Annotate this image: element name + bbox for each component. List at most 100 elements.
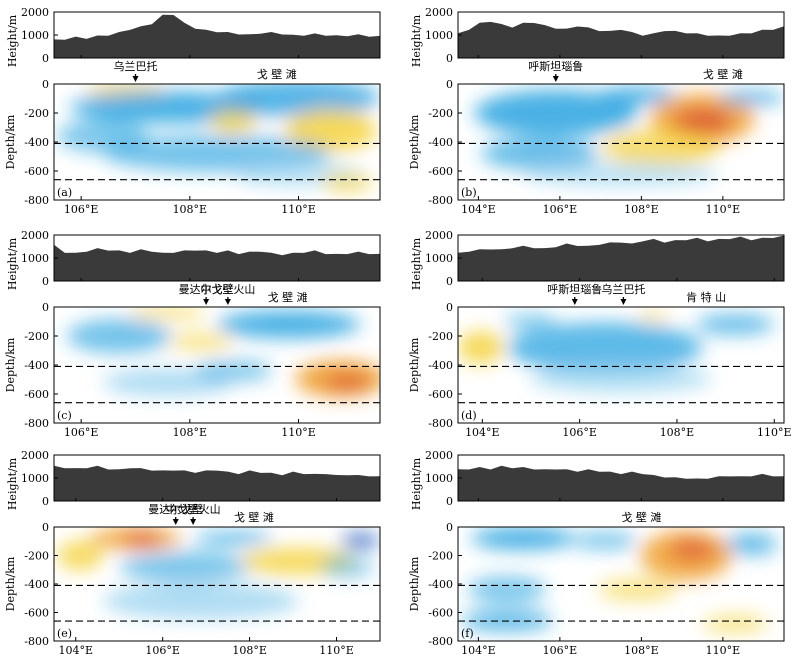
anomaly-blob [598, 86, 677, 105]
panel-3: 2000 1000 0 0 -200 -400 -600 -800 Height/m Depth/… [4, 229, 381, 439]
velocity-anomaly-map [54, 527, 380, 641]
location-annotation: 中戈壁火山 [166, 502, 221, 516]
location-arrow-head [203, 299, 210, 305]
location-arrow-head [190, 519, 197, 525]
anomaly-blob [458, 331, 504, 364]
height-tick-label: 0 [446, 52, 453, 65]
depth-tick-label: 0 [446, 521, 453, 534]
anomaly-blob [285, 109, 377, 152]
topography-profile [458, 235, 784, 281]
height-tick-label: 1000 [21, 29, 49, 42]
anomaly-blob [210, 109, 257, 133]
anomaly-blob [572, 531, 638, 550]
depth-tick-label: -400 [24, 578, 49, 591]
depth-axis-title: Depth/km [4, 556, 17, 611]
depth-tick-label: -800 [428, 635, 453, 648]
depth-tick-label: 0 [42, 521, 49, 534]
height-axis-title: Height/m [410, 14, 423, 67]
location-annotation: 曼达尔戈壁 [179, 282, 234, 296]
location-arrow-head [224, 299, 231, 305]
anomaly-blob [506, 322, 703, 374]
anomaly-blob [57, 540, 103, 571]
depth-tick-label: -400 [428, 359, 453, 372]
depth-axis-title: Depth/km [408, 337, 421, 392]
height-tick-label: 2000 [21, 449, 49, 462]
longitude-tick-label: 104°E [465, 426, 500, 439]
location-annotation: 中戈壁火山 [200, 282, 255, 296]
location-arrow-head [571, 299, 578, 305]
region-annotation: 戈 壁 滩 [268, 290, 308, 304]
location-arrow-head [552, 76, 559, 82]
panel-label: (c) [57, 409, 72, 422]
longitude-tick-label: 110°E [757, 426, 792, 439]
height-tick-label: 2000 [425, 229, 453, 242]
panel-label: (b) [461, 186, 477, 199]
depth-tick-label: -800 [24, 635, 49, 648]
location-annotation: 曼达尔戈壁 [148, 502, 203, 516]
anomaly-blob [695, 313, 775, 335]
depth-tick-label: -600 [24, 607, 49, 620]
anomaly-blob [194, 359, 273, 383]
anomaly-blob [702, 614, 768, 634]
topography-profile [54, 14, 380, 59]
longitude-tick-label: 104°E [461, 644, 496, 657]
height-tick-label: 2000 [425, 449, 453, 462]
anomaly-blob [340, 533, 380, 548]
velocity-anomaly-map [54, 307, 380, 423]
depth-axis-title: Depth/km [408, 114, 421, 169]
depth-tick-label: -200 [24, 330, 49, 343]
location-arrow-head [172, 519, 179, 525]
depth-axis-title: Depth/km [4, 114, 17, 169]
depth-tick-label: -400 [428, 136, 453, 149]
panel-6: 2000 1000 0 0 -200 -400 -600 -800 Height/m Depth/… [408, 449, 785, 657]
height-tick-label: 0 [446, 275, 453, 288]
depth-tick-label: -800 [24, 194, 49, 207]
panel-5: 2000 1000 0 0 -200 -400 -600 -800 Height/m Depth/… [4, 449, 381, 657]
longitude-tick-label: 108°E [232, 644, 267, 657]
location-arrow-head [620, 299, 627, 305]
velocity-anomaly-map [458, 84, 784, 200]
anomaly-blob [67, 318, 172, 354]
topography-profile [458, 21, 784, 58]
anomaly-blob [601, 129, 719, 167]
anomaly-blob [217, 84, 380, 117]
region-annotation: 戈 壁 滩 [234, 510, 274, 524]
anomaly-blob [669, 538, 716, 562]
depth-tick-label: -600 [428, 607, 453, 620]
region-annotation: 戈 壁 滩 [621, 510, 661, 524]
height-tick-label: 2000 [425, 6, 453, 19]
anomaly-blob [673, 107, 732, 136]
anomaly-blob [194, 531, 273, 546]
anomaly-blob [503, 313, 556, 328]
longitude-tick-label: 108°E [173, 426, 208, 439]
anomaly-blob [598, 578, 677, 602]
height-axis-title: Height/m [410, 457, 423, 510]
panel-2: 2000 1000 0 0 -200 -400 -600 -800 Height/m Depth/… [408, 6, 785, 216]
longitude-tick-label: 110°E [281, 203, 316, 216]
depth-tick-label: -800 [428, 194, 453, 207]
depth-tick-label: 0 [446, 301, 453, 314]
longitude-tick-label: 106°E [145, 644, 180, 657]
panel-label: (e) [57, 627, 72, 640]
topography-profile [54, 244, 380, 281]
topography-profile [458, 465, 784, 501]
depth-tick-label: -400 [24, 136, 49, 149]
height-axis-title: Height/m [6, 14, 19, 67]
anomaly-blob [217, 310, 361, 339]
height-tick-label: 0 [446, 495, 453, 508]
depth-tick-label: -600 [24, 165, 49, 178]
depth-axis-title: Depth/km [4, 337, 17, 392]
anomaly-blob [321, 555, 374, 579]
panel-4: 2000 1000 0 0 -200 -400 -600 -800 Height/m Depth/… [408, 229, 792, 439]
longitude-tick-label: 110°E [319, 644, 354, 657]
location-arrow-head [132, 76, 139, 82]
anomaly-blob [480, 137, 599, 170]
anomaly-blob [324, 373, 371, 392]
anomaly-blob [102, 135, 332, 173]
height-tick-label: 1000 [21, 252, 49, 265]
height-tick-label: 0 [42, 52, 49, 65]
depth-tick-label: 0 [42, 301, 49, 314]
height-axis-title: Height/m [6, 457, 19, 510]
anomaly-blob [128, 308, 208, 318]
longitude-tick-label: 104°E [58, 644, 93, 657]
